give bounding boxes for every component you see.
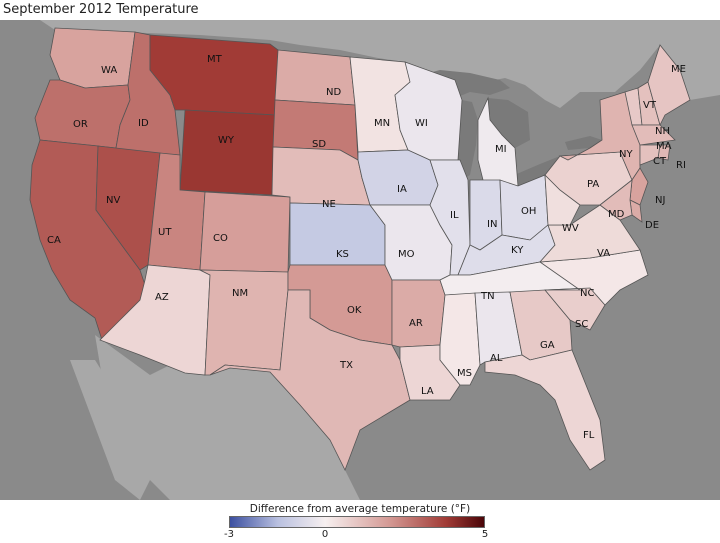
- canada-land: [40, 20, 720, 108]
- state-label-ga: GA: [540, 340, 555, 351]
- state-nd: [274, 49, 356, 106]
- state-label-mt: MT: [207, 54, 223, 65]
- state-label-in: IN: [487, 219, 497, 230]
- state-label-ks: KS: [336, 249, 349, 260]
- state-nm: [199, 269, 289, 376]
- state-label-md: MD: [608, 209, 625, 220]
- state-label-co: CO: [213, 233, 228, 244]
- legend-tick-min: -3: [224, 529, 234, 540]
- state-label-tn: TN: [480, 291, 495, 302]
- state-label-la: LA: [421, 386, 434, 397]
- state-label-ri: RI: [676, 160, 686, 171]
- state-label-ms: MS: [457, 368, 472, 379]
- state-label-va: VA: [597, 248, 610, 259]
- legend-title: Difference from average temperature (°F): [249, 503, 471, 515]
- state-label-fl: FL: [583, 430, 595, 441]
- states-layer: [29, 27, 691, 471]
- state-label-ca: CA: [47, 235, 61, 246]
- state-label-sd: SD: [312, 139, 326, 150]
- state-labels: WA OR CA ID NV MT WY UT AZ CO NM ND SD NE KS OK TX MN IA MO…: [47, 54, 686, 441]
- map-title: September 2012 Temperature: [3, 2, 199, 17]
- state-label-tx: TX: [339, 360, 353, 371]
- state-label-ma: MA: [656, 141, 672, 152]
- state-label-nj: NJ: [655, 195, 665, 206]
- state-mi: [477, 96, 519, 189]
- state-label-ct: CT: [653, 156, 667, 167]
- state-label-ny: NY: [619, 149, 633, 160]
- state-label-nd: ND: [326, 87, 341, 98]
- legend-colorbar: [229, 516, 485, 528]
- state-label-vt: VT: [643, 100, 657, 111]
- state-label-ok: OK: [347, 305, 362, 316]
- state-ar: [391, 279, 446, 348]
- temperature-map: WA OR CA ID NV MT WY UT AZ CO NM ND SD NE KS OK TX MN IA MO…: [0, 20, 720, 500]
- state-label-mi: MI: [495, 144, 507, 155]
- state-label-il: IL: [450, 210, 459, 221]
- state-md: [599, 179, 633, 221]
- state-label-az: AZ: [155, 292, 169, 303]
- legend-tick-max: 5: [481, 529, 489, 540]
- state-co: [199, 191, 291, 273]
- baja-peninsula: [70, 360, 150, 500]
- state-label-wi: WI: [415, 118, 428, 129]
- state-ma: [631, 124, 676, 146]
- state-label-nv: NV: [106, 195, 120, 206]
- state-label-nh: NH: [655, 126, 670, 137]
- state-label-mo: MO: [398, 249, 415, 260]
- state-label-al: AL: [490, 353, 503, 364]
- state-va: [539, 204, 641, 263]
- state-label-de: DE: [645, 220, 659, 231]
- state-label-oh: OH: [521, 206, 536, 217]
- state-label-ut: UT: [158, 227, 172, 238]
- state-wy: [179, 109, 276, 196]
- state-label-id: ID: [138, 118, 149, 129]
- state-label-wa: WA: [101, 65, 117, 76]
- state-label-wv: WV: [562, 223, 579, 234]
- state-or: [34, 79, 131, 149]
- state-label-mn: MN: [374, 118, 390, 129]
- state-label-wy: WY: [218, 135, 235, 146]
- state-label-pa: PA: [587, 179, 599, 190]
- state-label-nm: NM: [232, 288, 248, 299]
- state-fl: [484, 349, 606, 471]
- mexico-land: [95, 335, 360, 500]
- state-label-me: ME: [671, 64, 686, 75]
- state-tx: [209, 289, 411, 471]
- state-label-ia: IA: [397, 184, 407, 195]
- state-nv: [95, 145, 161, 271]
- state-label-ar: AR: [409, 318, 423, 329]
- lake-huron: [488, 98, 530, 148]
- state-label-nc: NC: [580, 288, 594, 299]
- state-label-sc: SC: [575, 319, 588, 330]
- state-label-ne: NE: [322, 199, 336, 210]
- state-label-ky: KY: [511, 245, 524, 256]
- state-wa: [49, 27, 136, 89]
- lake-ontario: [565, 136, 602, 150]
- lake-michigan: [458, 100, 478, 180]
- legend-tick-zero: 0: [321, 529, 329, 540]
- state-ct: [639, 144, 661, 166]
- state-label-or: OR: [73, 119, 88, 130]
